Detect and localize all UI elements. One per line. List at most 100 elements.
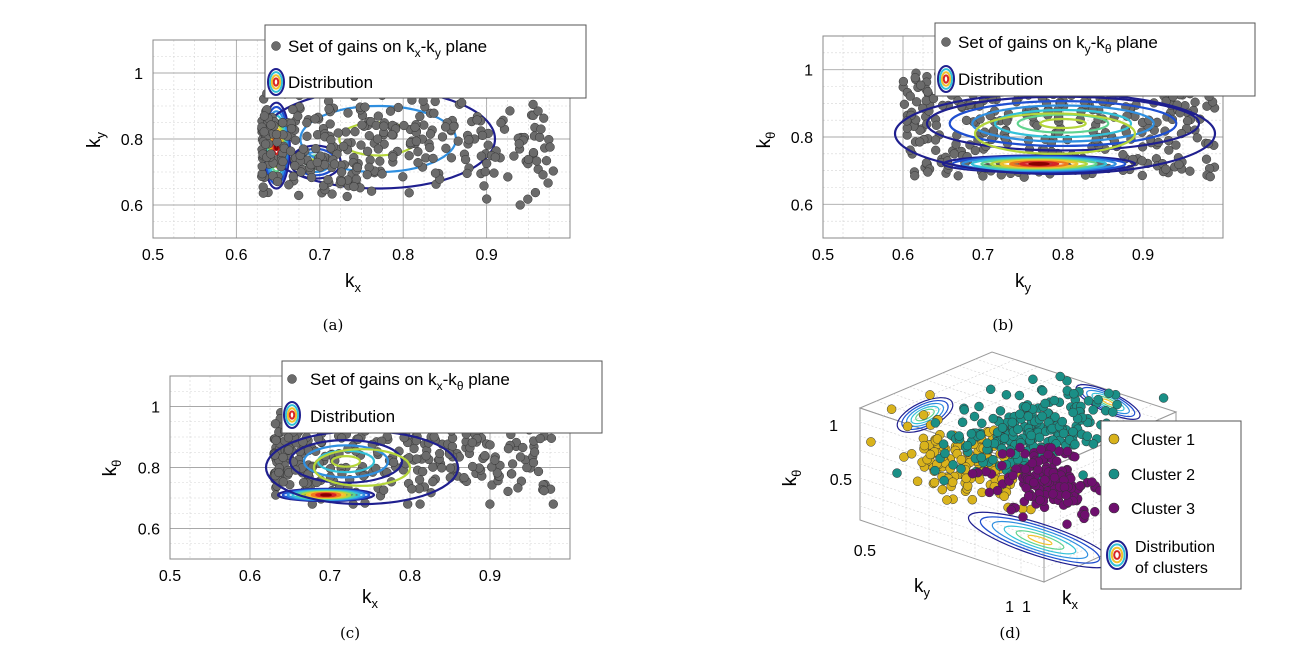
data-point xyxy=(528,457,539,468)
data-point xyxy=(523,154,534,165)
cluster-point xyxy=(1005,448,1016,458)
contour-line xyxy=(948,100,1178,148)
data-point xyxy=(446,153,457,163)
y-tick-label: 0.6 xyxy=(138,522,160,539)
cluster-point xyxy=(918,410,929,420)
y-tick-label: 0.8 xyxy=(121,132,143,149)
y-tick-label: 1 xyxy=(804,63,813,80)
data-point xyxy=(477,130,488,141)
data-point xyxy=(411,136,422,146)
data-point xyxy=(266,120,276,130)
data-point xyxy=(1171,140,1181,150)
cluster-point xyxy=(1055,371,1065,382)
data-point xyxy=(457,98,467,108)
data-point xyxy=(482,194,492,204)
projection-contour xyxy=(1102,398,1114,406)
cluster-point xyxy=(1034,432,1045,443)
grid-line xyxy=(859,491,1045,555)
data-point xyxy=(953,171,963,181)
cluster-point xyxy=(919,440,930,451)
distribution-marker-ring xyxy=(267,68,285,96)
cluster-point xyxy=(937,484,948,495)
data-point xyxy=(326,143,336,153)
cluster-point xyxy=(1087,477,1097,487)
cluster-point xyxy=(930,465,940,476)
cluster-point xyxy=(1015,409,1025,419)
cluster-point xyxy=(1112,399,1122,410)
data-point xyxy=(949,149,959,159)
x-tick-label: 0.6 xyxy=(892,247,914,264)
x-tick-label: 0.9 xyxy=(479,568,501,585)
cluster-point xyxy=(1051,456,1062,466)
data-point xyxy=(343,108,353,118)
data-point xyxy=(425,129,436,139)
cluster-point xyxy=(1020,448,1030,459)
data-point xyxy=(480,167,490,177)
data-point xyxy=(911,97,922,107)
panel-a-xlabel: kx xyxy=(345,271,362,295)
data-point xyxy=(536,124,546,134)
cluster-point xyxy=(1018,512,1028,522)
data-point xyxy=(342,191,352,202)
panel-d-xtick: 1 xyxy=(1022,599,1031,616)
cluster-point xyxy=(1158,393,1169,403)
cluster-point xyxy=(988,413,998,424)
data-point xyxy=(528,147,539,158)
panel-d-zlabel: kθ xyxy=(780,470,804,487)
distribution-marker-ring xyxy=(288,410,296,420)
panel-b-caption: (b) xyxy=(992,316,1013,334)
panel-c: 0.5 0.6 0.7 0.8 0.9 0.6 0.8 1 kx kθ Set of gai… xyxy=(100,360,603,642)
data-point xyxy=(459,472,469,483)
data-point xyxy=(472,115,482,125)
panel-a-caption: (a) xyxy=(323,316,344,334)
data-point xyxy=(259,111,270,121)
legend-d-cluster2-marker xyxy=(1108,468,1120,480)
data-point xyxy=(915,137,925,147)
data-point xyxy=(329,159,340,169)
cluster-point xyxy=(1020,464,1031,474)
data-point xyxy=(467,437,477,448)
projection-contour xyxy=(910,405,940,425)
data-point xyxy=(483,140,493,150)
data-point xyxy=(1137,156,1147,166)
distribution-marker-ring xyxy=(940,71,952,87)
contour-line xyxy=(320,493,332,497)
data-point xyxy=(302,131,312,141)
contour-line xyxy=(1039,117,1087,130)
data-point xyxy=(260,139,271,149)
cluster-point xyxy=(1029,477,1039,488)
data-point xyxy=(515,200,525,210)
cluster-point xyxy=(1008,470,1018,481)
cluster-point xyxy=(925,390,935,400)
projection-contour xyxy=(1015,530,1065,550)
distribution-marker-ring xyxy=(284,404,300,426)
data-point xyxy=(373,111,383,121)
panel-d-points xyxy=(866,371,1169,529)
data-point xyxy=(350,127,360,137)
data-point xyxy=(923,167,933,177)
cluster-point xyxy=(1082,431,1093,441)
cluster-point xyxy=(1062,446,1073,457)
contour-line xyxy=(971,104,1155,143)
data-point xyxy=(413,147,423,157)
data-point xyxy=(529,447,540,457)
data-point xyxy=(533,466,544,477)
data-point xyxy=(336,167,347,177)
cluster-point xyxy=(939,475,949,486)
data-point xyxy=(444,449,455,459)
cluster-point xyxy=(976,452,987,463)
y-tick-label: 0.8 xyxy=(138,461,160,478)
y-tick-label: 0.6 xyxy=(791,197,813,214)
distribution-marker-ring xyxy=(1110,546,1124,564)
data-point xyxy=(398,172,408,182)
data-point xyxy=(449,121,459,132)
panel-d-ytick: 0.5 xyxy=(854,543,876,560)
data-point xyxy=(338,141,349,151)
cluster-point xyxy=(930,418,941,428)
contour-line xyxy=(993,108,1133,139)
data-point xyxy=(293,111,303,121)
data-point xyxy=(413,157,423,168)
distribution-marker-ring xyxy=(938,68,954,90)
cluster-point xyxy=(1023,491,1034,501)
data-point xyxy=(515,452,526,462)
